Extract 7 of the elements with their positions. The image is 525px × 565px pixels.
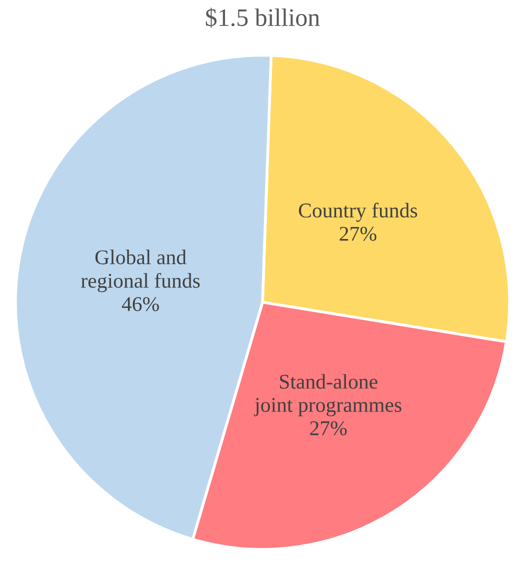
slice-label: Stand-alone joint programmes [254, 374, 402, 416]
slice-label: Global and regional funds [81, 250, 200, 292]
data-label: 27% [310, 421, 347, 436]
data-label: 46% [122, 297, 159, 312]
slice-label: Country funds [298, 202, 418, 222]
chart-title: $1.5 billion [206, 8, 320, 28]
data-label: 27% [340, 226, 376, 241]
